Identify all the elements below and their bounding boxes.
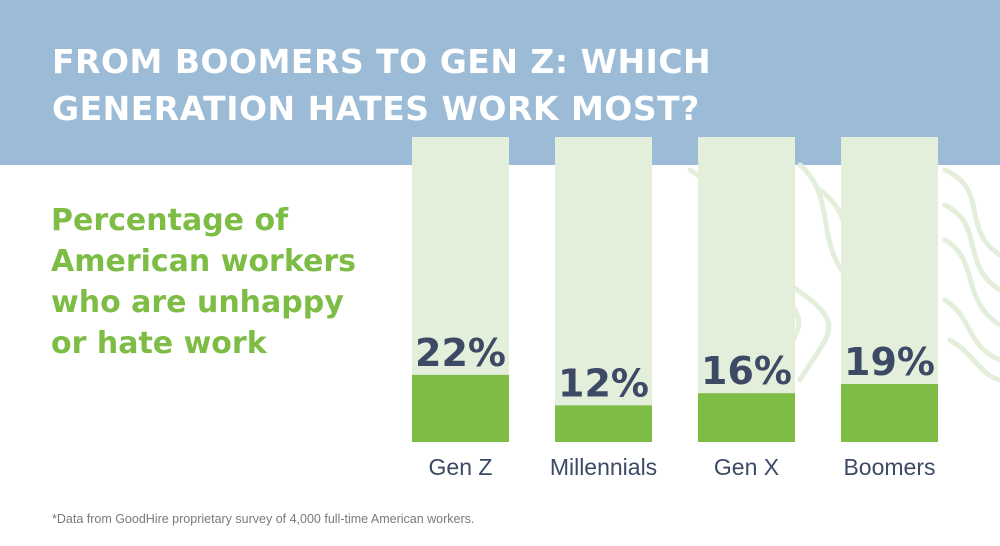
bar-boomers	[841, 384, 938, 442]
title-line-1: FROM BOOMERS TO GEN Z: WHICH	[52, 42, 712, 81]
bar-millennials	[555, 405, 652, 442]
subtitle-line-4: or hate work	[51, 326, 267, 361]
value-label: 16%	[701, 349, 792, 393]
value-label: 19%	[844, 340, 935, 384]
category-label: Millennials	[550, 454, 657, 480]
category-label: Gen X	[714, 454, 779, 480]
title-line-2: GENERATION HATES WORK MOST?	[52, 89, 700, 128]
bar-gen-z	[412, 374, 509, 442]
category-label: Boomers	[843, 454, 935, 480]
bar-gen-x	[698, 393, 795, 442]
subtitle-line-3: who are unhappy	[51, 285, 344, 320]
subtitle-line-1: Percentage of	[51, 203, 289, 238]
chart-subtitle: Percentage of American workers who are u…	[51, 200, 391, 364]
category-label: Gen Z	[429, 454, 493, 480]
page-title: FROM BOOMERS TO GEN Z: WHICH GENERATION …	[52, 38, 952, 132]
value-label: 22%	[415, 331, 506, 375]
bar-track	[555, 137, 652, 442]
value-label: 12%	[558, 361, 649, 405]
bar-track	[698, 137, 795, 442]
subtitle-line-2: American workers	[51, 244, 356, 279]
footnote: *Data from GoodHire proprietary survey o…	[52, 512, 475, 526]
